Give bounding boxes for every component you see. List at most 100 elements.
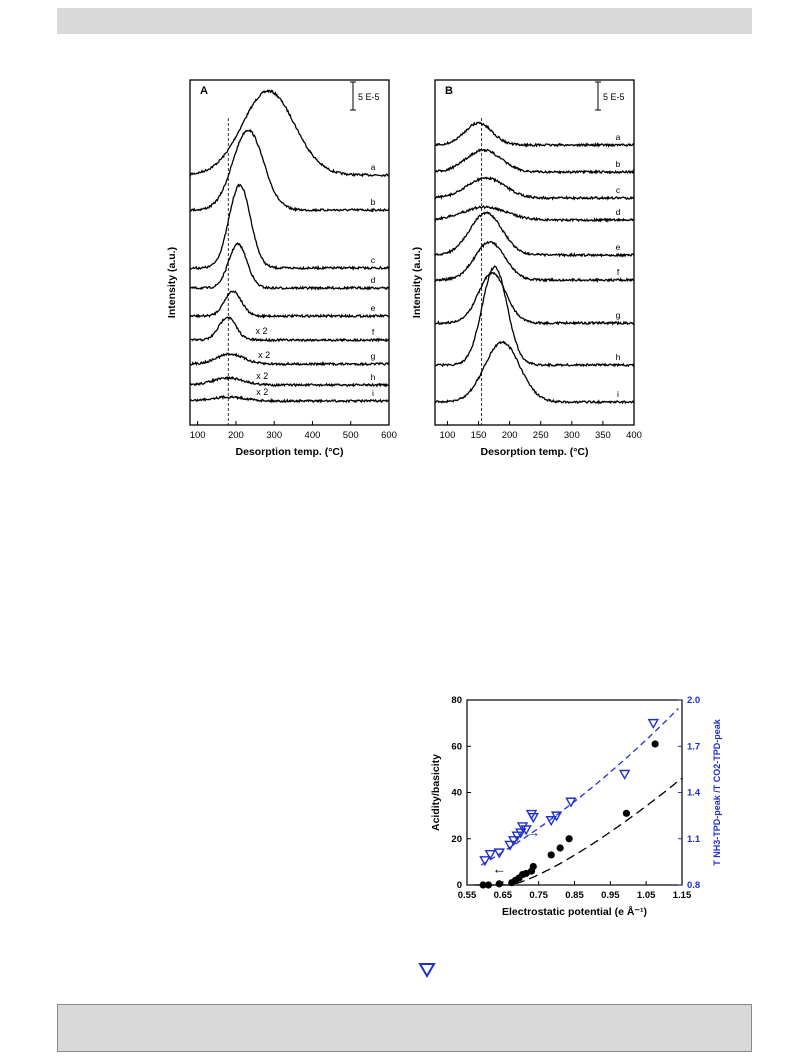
x-tick-label: 600 — [381, 430, 397, 441]
tpd-chart-a: A 5 E-5 100 200 300 400 500 600 Desorption temp.… — [166, 79, 397, 458]
x-tick-label: 400 — [626, 430, 642, 441]
x-tick-label: 300 — [564, 430, 580, 441]
x-tick-label: 100 — [190, 430, 206, 441]
multiplier-label: x 2 — [256, 371, 268, 381]
series-label: g — [616, 310, 621, 320]
data-point-acidity — [522, 869, 530, 878]
y-tick-label: 0 — [457, 880, 462, 891]
data-point-ratio — [484, 849, 496, 861]
series-line-a — [434, 121, 635, 148]
x-tick-label: 400 — [305, 430, 321, 441]
series-label: b — [616, 159, 621, 169]
x-tick-label: 100 — [440, 430, 456, 441]
series-line-e — [434, 211, 635, 258]
series-line-f — [434, 240, 635, 284]
tpd-chart-b: B 5 E-5 100 150 200 250 300 350 400 Desorption te… — [411, 79, 642, 458]
y-tick-label: 60 — [451, 741, 462, 752]
data-point-acidity — [529, 862, 537, 871]
plot-frame — [434, 79, 635, 426]
series-label: f — [617, 267, 620, 277]
data-point-ratio — [504, 840, 516, 851]
y-axis-label: Intensity (a.u.) — [411, 247, 423, 318]
data-point-ratio — [511, 831, 523, 842]
data-point-ratio — [527, 812, 539, 824]
series-label: f — [372, 327, 375, 337]
x-tick-label: 1.05 — [637, 890, 656, 901]
series-label: b — [371, 197, 376, 207]
series-line-b — [189, 128, 390, 213]
data-point-acidity — [495, 880, 503, 888]
scale-bar-label: 5 E-5 — [358, 92, 380, 102]
data-point-ratio — [550, 811, 563, 822]
y-axis-label: Acidity/basicity — [430, 754, 442, 831]
y2-axis-label: T NH3-TPD-peak /T CO2-TPD-peak — [712, 718, 722, 866]
data-point-acidity — [622, 809, 631, 817]
series-line-g — [190, 352, 390, 367]
multiplier-label: x 2 — [256, 326, 268, 336]
data-point-ratio — [565, 797, 577, 808]
x-tick-label: 0.95 — [601, 890, 620, 901]
electrostatic-chart: 0.55 0.65 0.75 0.85 0.95 1.05 1.15 0 20 40 60 80 0.8… — [430, 695, 722, 918]
x-tick-label: 0.65 — [494, 890, 513, 901]
y2-tick-label: 1.1 — [687, 834, 701, 845]
series-line-g — [434, 271, 635, 326]
series-line-c — [189, 183, 390, 271]
data-point-ratio — [647, 718, 660, 730]
data-point-ratio — [520, 825, 532, 836]
series-label: g — [371, 351, 376, 361]
series-label: h — [371, 372, 376, 382]
series-line-d — [190, 242, 390, 291]
series-label: a — [616, 132, 621, 142]
y-axis-label: Intensity (a.u.) — [166, 247, 178, 318]
series-label: c — [371, 255, 376, 265]
multiplier-label: x 2 — [258, 350, 270, 360]
x-tick-label: 0.55 — [458, 890, 477, 901]
data-point-ratio — [493, 848, 505, 859]
series-line-e — [189, 290, 389, 319]
arrow-left-icon: ← — [492, 860, 506, 876]
series-line-h — [434, 265, 635, 368]
data-point-acidity — [484, 881, 493, 889]
y2-tick-label: 1.7 — [687, 741, 700, 752]
y2-tick-label: 0.8 — [687, 880, 700, 891]
fit-curve-acidity — [474, 777, 683, 886]
data-point-ratio — [507, 836, 520, 847]
data-point-acidity — [651, 740, 659, 748]
x-tick-label: 200 — [502, 430, 518, 441]
series-line-a — [189, 89, 390, 178]
y2-tick-label: 2.0 — [687, 695, 700, 706]
x-axis-label: Electrostatic potential (e Å⁻¹) — [502, 905, 647, 918]
series-label: d — [616, 207, 621, 217]
triangle-legend-icon — [418, 962, 436, 983]
data-point-acidity — [556, 844, 564, 852]
data-point-ratio — [516, 822, 529, 833]
x-tick-label: 250 — [533, 430, 549, 441]
x-tick-label: 500 — [343, 430, 359, 441]
series-label: h — [616, 352, 621, 362]
x-tick-label: 150 — [471, 430, 487, 441]
y-tick-label: 40 — [451, 788, 462, 799]
x-tick-label: 0.85 — [565, 890, 584, 901]
series-label: e — [371, 303, 376, 313]
header-bar — [57, 8, 752, 34]
arrow-right-icon: → — [526, 824, 540, 840]
series-line-i — [434, 340, 635, 405]
x-tick-label: 0.75 — [529, 890, 548, 901]
x-axis-label: Desorption temp. (°C) — [235, 446, 343, 458]
panel-label: B — [445, 85, 453, 97]
data-point-acidity — [547, 851, 555, 859]
series-label: i — [617, 389, 619, 399]
series-line-c — [434, 176, 635, 201]
data-point-ratio — [479, 856, 491, 867]
x-tick-label: 1.15 — [673, 890, 692, 901]
series-label: c — [616, 185, 621, 195]
y2-tick-label: 1.4 — [687, 788, 701, 799]
data-point-acidity — [565, 835, 573, 843]
x-tick-label: 350 — [595, 430, 611, 441]
footer-bar — [57, 1004, 752, 1052]
data-point-ratio — [618, 769, 631, 780]
x-tick-label: 300 — [266, 430, 282, 441]
data-point-ratio — [545, 816, 557, 827]
y-tick-label: 20 — [451, 834, 462, 845]
series-label: a — [371, 162, 376, 172]
